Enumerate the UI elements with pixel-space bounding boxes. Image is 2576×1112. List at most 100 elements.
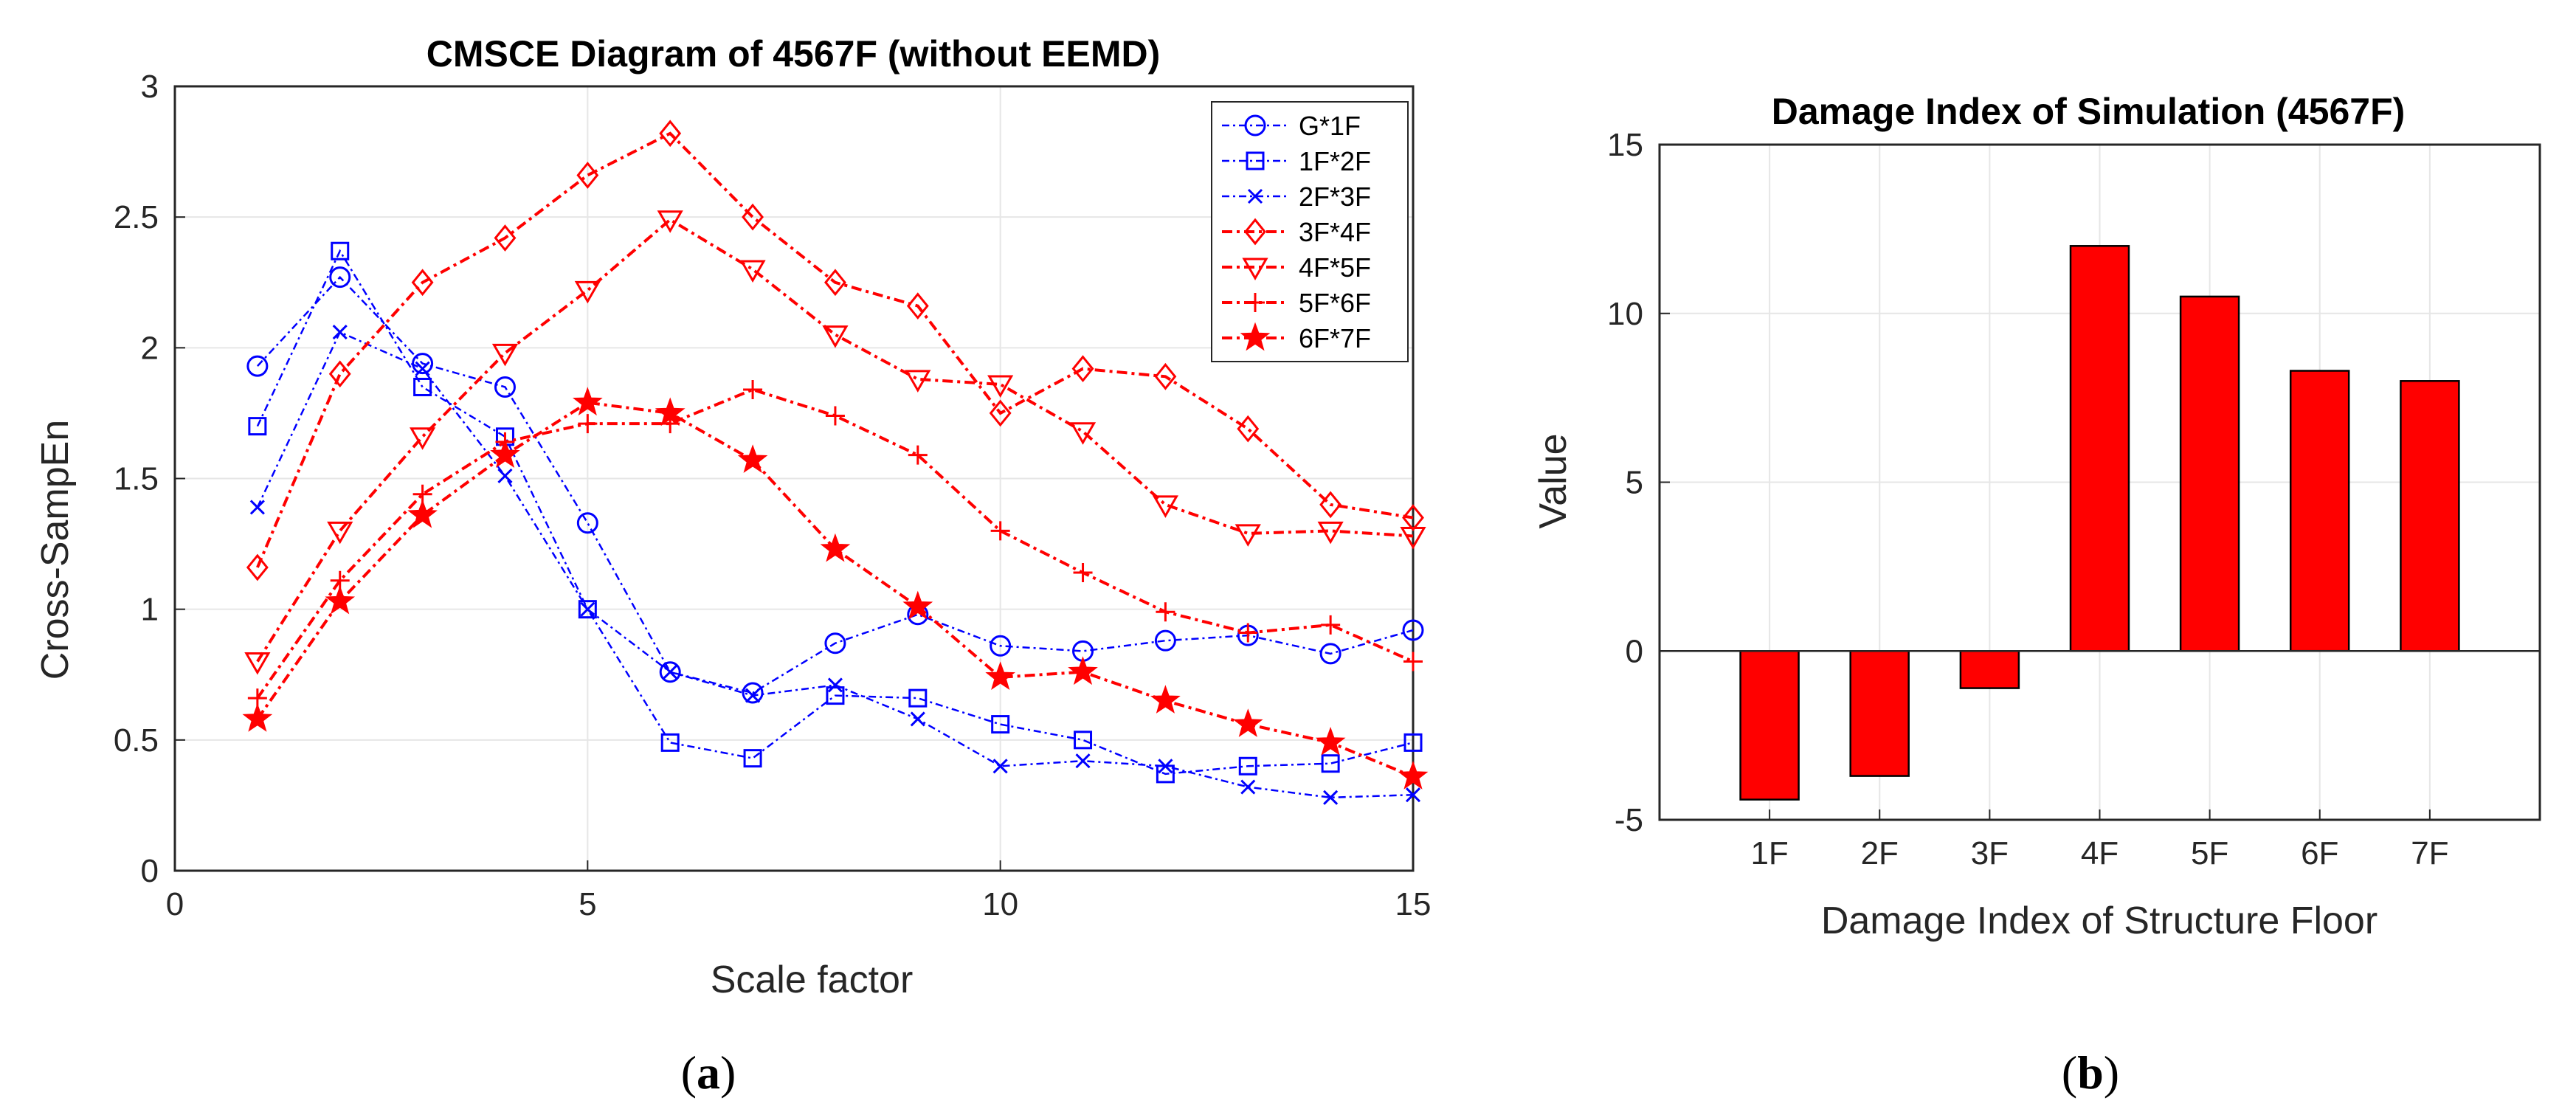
chart-b-xtick-label: 1F [1750,835,1788,871]
legend-entry: 3F*4F [1222,217,1371,247]
data-point [1158,759,1173,774]
data-point [985,661,1015,691]
data-point [820,533,851,562]
data-point [822,325,849,348]
data-point [327,521,353,545]
data-point [1403,733,1423,752]
data-point [1398,760,1429,790]
bar-chart-b: Damage Index of Simulation (4567F) Damag… [1532,91,2541,1099]
legend-marker [1244,114,1266,137]
data-point [1074,731,1093,750]
data-point [1317,521,1344,545]
data-point [660,733,680,752]
chart-a-xtick-label: 0 [166,886,184,922]
chart-b-xtick-label: 7F [2411,835,2448,871]
data-point [742,203,764,231]
data-point [574,280,601,304]
data-point [248,417,267,436]
data-point [415,361,430,376]
data-point [1315,727,1346,756]
chart-b-xlabel: Damage Index of Structure Floor [1821,899,2378,942]
chart-b-xtick-label: 4F [2081,835,2119,871]
data-point [739,260,766,283]
series-line [256,218,1414,663]
legend-label: 1F*2F [1299,146,1371,176]
data-point [578,600,597,619]
data-point [494,376,516,398]
data-point [824,632,846,655]
legend-marker [1246,151,1265,170]
data-point [494,224,517,252]
chart-b-xtick-label: 5F [2191,835,2228,871]
data-point [657,210,683,233]
series-G*1F [246,266,1424,704]
chart-b-ylabel: Value [1532,433,1575,528]
data-point [908,445,928,465]
data-point [573,387,603,416]
series-2F*3F [249,325,1421,805]
legend-entry: 4F*5F [1222,252,1371,283]
data-point [1400,526,1426,550]
data-point [990,521,1010,541]
data-point [576,512,598,534]
data-point [1232,708,1263,737]
legend-entry: 2F*3F [1222,182,1371,212]
data-point [1321,754,1340,773]
legend-entry: G*1F [1222,111,1361,141]
data-point [825,406,845,426]
series-line [256,131,1414,568]
data-point [910,711,925,727]
data-point [1154,362,1177,390]
chart-a-xtick-label: 5 [579,886,596,922]
data-point [244,652,271,675]
data-point [742,682,764,704]
bar-6F [2289,370,2350,652]
chart-a-ytick-label: 0 [141,853,159,889]
legend-label: 2F*3F [1299,182,1371,212]
data-point [1073,563,1093,583]
data-point [1319,643,1341,665]
chart-b-ytick-label: 10 [1607,296,1643,332]
data-point [1405,787,1421,803]
data-point [490,439,520,468]
data-point [826,686,845,705]
data-point [580,601,595,617]
data-point [659,120,682,148]
chart-a-xlabel: Scale factor [711,959,914,1001]
data-point [328,360,351,388]
data-point [989,399,1012,427]
data-point [905,370,931,393]
legend-marker [1242,258,1268,281]
data-point [246,553,269,581]
bar-1F [1739,650,1800,801]
data-point [1402,504,1424,532]
series-4F*5F [244,210,1426,675]
series-6F*7F [242,387,1429,790]
legend-label: 5F*6F [1299,288,1371,318]
data-point [1321,615,1341,635]
chart-b-ytick-label: 15 [1607,127,1643,163]
series-line [256,331,1414,799]
legend-label: 4F*5F [1299,252,1371,283]
data-point [1075,753,1091,769]
data-point [1319,491,1342,519]
data-point [242,703,273,732]
data-point [990,635,1012,657]
chart-b-ytick-label: 5 [1626,465,1643,501]
bar-3F [1959,650,2020,689]
chart-b-ytick-label: -5 [1615,802,1643,838]
legend-entry: 6F*7F [1222,322,1371,353]
data-point [1403,652,1423,671]
data-point [1152,495,1178,518]
legend-label: G*1F [1299,111,1361,141]
data-point [1235,524,1261,547]
chart-b-xtick-label: 2F [1861,835,1899,871]
panel-label-b: (b) [2062,1046,2119,1099]
legend-entry: 1F*2F [1222,146,1371,176]
data-point [576,162,599,189]
legend-label: 3F*4F [1299,217,1371,247]
legend-marker [1247,188,1263,204]
data-point [249,500,265,515]
legend-label: 6F*7F [1299,323,1371,353]
